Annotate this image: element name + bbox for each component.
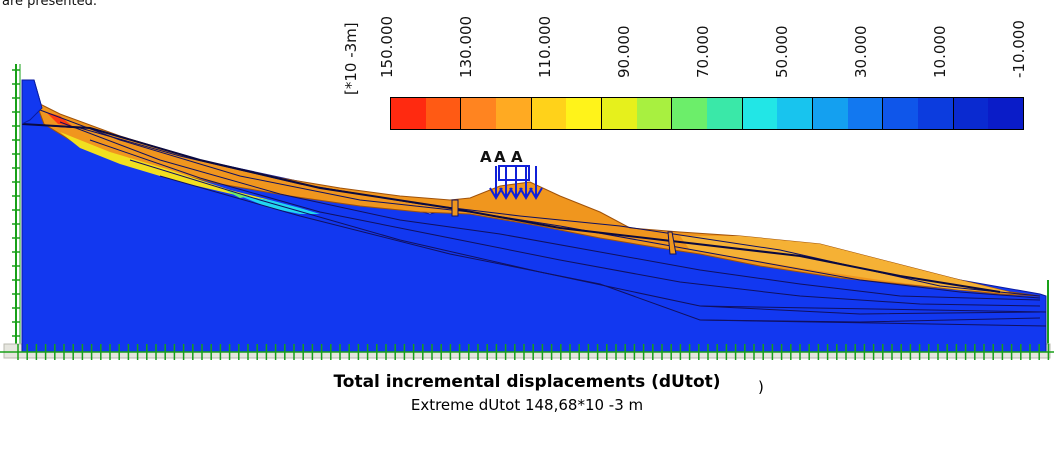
- legend-cell: [742, 98, 813, 129]
- legend-cell: [953, 98, 1023, 129]
- legend-cell: [672, 98, 743, 129]
- load-label-a2: A: [494, 148, 506, 166]
- intro-text: are presented.: [2, 0, 97, 9]
- legend-cell: [883, 98, 954, 129]
- legend-cell: [531, 98, 602, 129]
- green-zone: [225, 190, 250, 198]
- wall-structure-right: [667, 231, 677, 255]
- figure-paren: ): [758, 378, 764, 396]
- legend-cell: [391, 98, 462, 129]
- figure-title: Total incremental displacements (dUtot): [333, 372, 721, 392]
- wall-structure-left: [451, 199, 459, 217]
- load-label-a3: A: [511, 148, 523, 166]
- left-axis-ticks: [12, 69, 20, 337]
- displacement-model: A A A: [0, 64, 1054, 360]
- legend-cell: [601, 98, 673, 129]
- ground-axis-ticks: [0, 344, 1054, 360]
- figure-subtitle: Extreme dUtot 148,68*10 -3 m: [410, 396, 644, 414]
- load-arrows: [489, 165, 543, 200]
- cliff-top: [21, 79, 43, 125]
- legend-cell: [461, 98, 532, 129]
- legend-cell: [812, 98, 884, 129]
- red-zone: [46, 112, 72, 126]
- legend-color-bar: [390, 97, 1024, 130]
- load-label-a1: A: [480, 148, 492, 166]
- slip-line: [21, 123, 1001, 293]
